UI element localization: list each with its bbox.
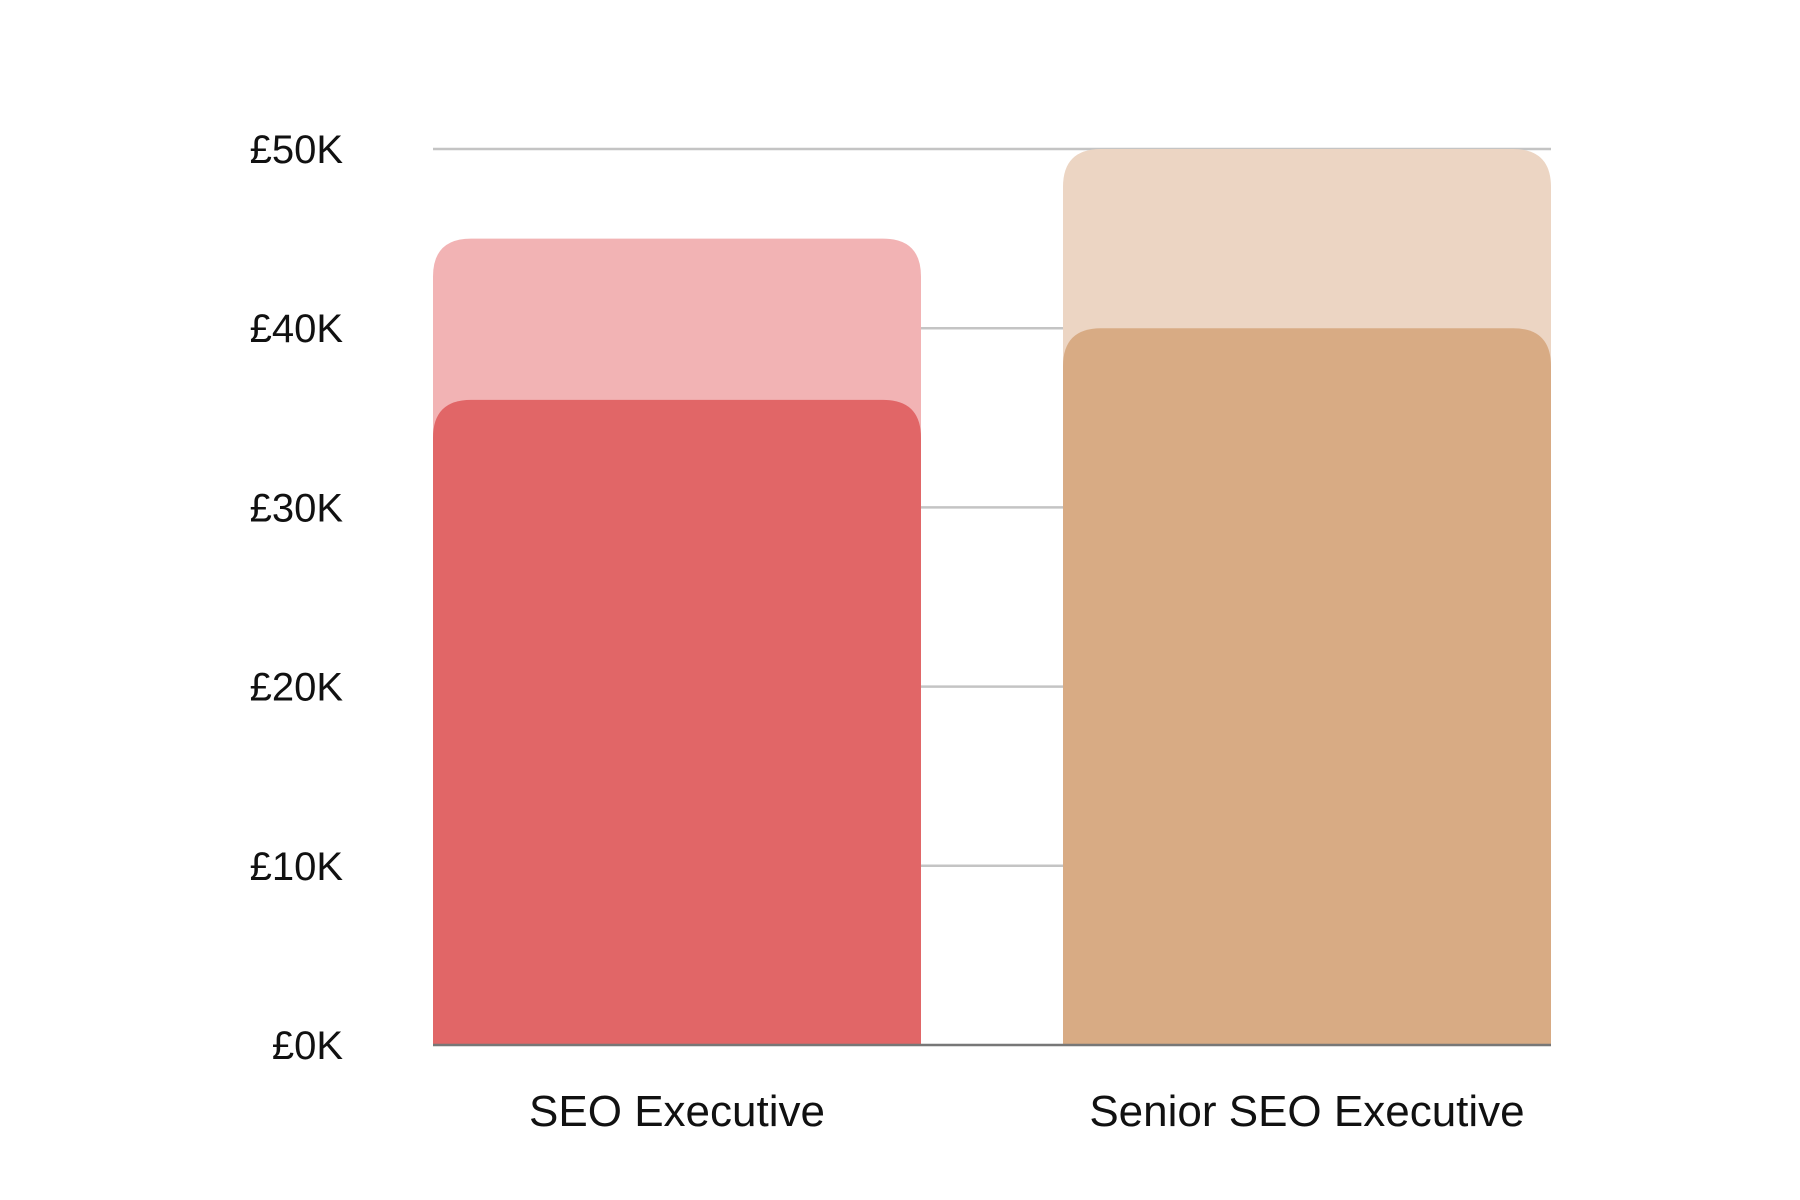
y-tick-label-4: £40K xyxy=(250,307,344,351)
y-axis-tick-labels: £0K £10K £20K £30K £40K £50K xyxy=(250,128,344,1068)
bar-low-1 xyxy=(1063,328,1551,1045)
y-tick-label-5: £50K xyxy=(250,128,344,172)
bar-low-0 xyxy=(433,399,921,1045)
bars xyxy=(433,149,1551,1046)
x-axis-category-labels: SEO Executive Senior SEO Executive xyxy=(529,1087,1525,1136)
y-tick-label-2: £20K xyxy=(250,666,344,710)
y-tick-label-3: £30K xyxy=(250,486,344,530)
y-tick-label-0: £0K xyxy=(272,1024,343,1068)
x-category-label-0: SEO Executive xyxy=(529,1087,825,1136)
y-tick-label-1: £10K xyxy=(250,845,344,889)
x-category-label-1: Senior SEO Executive xyxy=(1089,1087,1524,1136)
